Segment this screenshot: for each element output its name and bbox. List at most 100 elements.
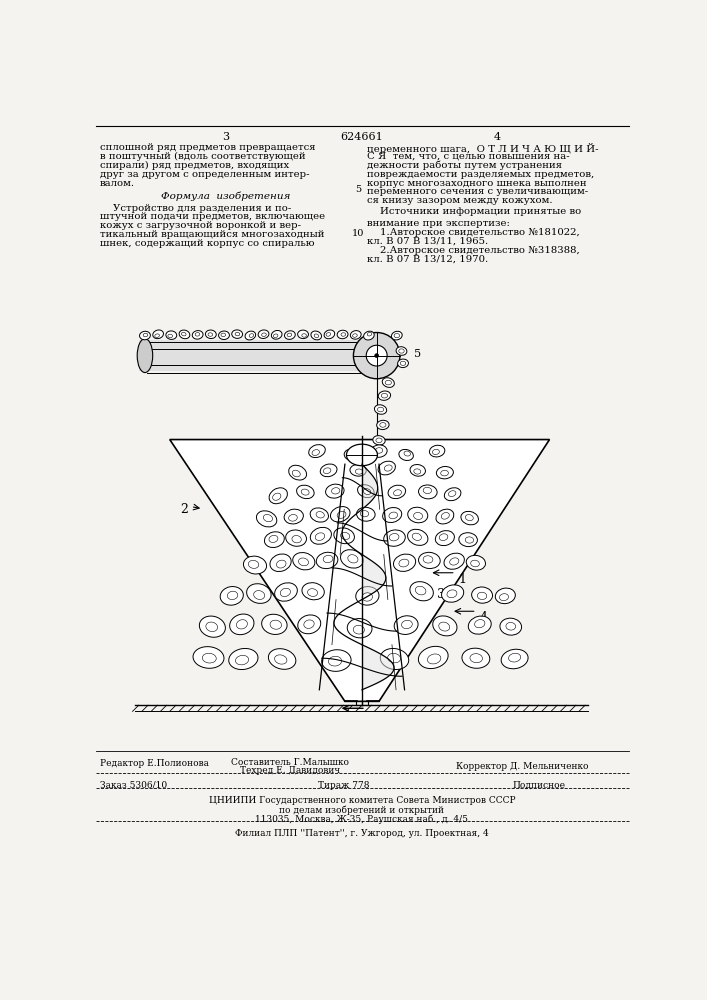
Ellipse shape [439, 622, 450, 631]
Ellipse shape [312, 450, 320, 455]
Ellipse shape [332, 488, 340, 494]
Ellipse shape [353, 334, 357, 337]
Ellipse shape [378, 407, 384, 412]
Ellipse shape [263, 514, 272, 522]
Text: в поштучный (вдоль соответствующей: в поштучный (вдоль соответствующей [100, 152, 305, 161]
Ellipse shape [380, 423, 386, 427]
Text: 5: 5 [414, 349, 421, 359]
Ellipse shape [428, 654, 441, 664]
Text: друг за другом с определенным интер-: друг за другом с определенным интер- [100, 170, 310, 179]
Text: тикальный вращающийся многозаходный: тикальный вращающийся многозаходный [100, 230, 325, 239]
Ellipse shape [414, 512, 423, 519]
Ellipse shape [415, 586, 426, 595]
Text: повреждаемости разделяемых предметов,: повреждаемости разделяемых предметов, [368, 170, 595, 179]
Ellipse shape [385, 380, 392, 385]
Ellipse shape [245, 331, 256, 340]
Ellipse shape [414, 469, 421, 474]
Ellipse shape [461, 511, 479, 525]
Ellipse shape [389, 512, 397, 519]
Ellipse shape [423, 487, 431, 494]
Ellipse shape [368, 332, 372, 336]
Ellipse shape [230, 614, 254, 635]
Ellipse shape [387, 653, 400, 663]
Ellipse shape [407, 529, 428, 545]
Ellipse shape [155, 334, 159, 337]
Ellipse shape [462, 648, 490, 668]
Ellipse shape [337, 330, 348, 339]
Ellipse shape [423, 556, 433, 563]
Ellipse shape [315, 533, 325, 540]
Ellipse shape [402, 620, 412, 629]
Ellipse shape [361, 511, 368, 517]
Circle shape [354, 333, 400, 379]
Ellipse shape [168, 334, 173, 338]
Text: 624661: 624661 [341, 132, 383, 142]
Ellipse shape [399, 449, 414, 460]
Ellipse shape [314, 334, 319, 338]
Text: 10: 10 [352, 229, 364, 238]
Ellipse shape [308, 589, 317, 596]
Ellipse shape [501, 649, 528, 669]
Ellipse shape [500, 618, 522, 635]
Ellipse shape [192, 331, 203, 339]
Polygon shape [362, 645, 394, 690]
Ellipse shape [354, 625, 364, 634]
Text: по делам изобретений и открытий: по делам изобретений и открытий [279, 805, 445, 815]
Text: 113035, Москва, Ж-35, Раушская наб., д. 4/5: 113035, Москва, Ж-35, Раушская наб., д. … [255, 815, 469, 824]
Ellipse shape [448, 491, 456, 497]
Ellipse shape [470, 654, 482, 663]
Text: Филиал ПЛП ''Патент'', г. Ужгород, ул. Проектная, 4: Филиал ПЛП ''Патент'', г. Ужгород, ул. П… [235, 829, 489, 838]
Ellipse shape [396, 347, 407, 355]
Ellipse shape [202, 653, 216, 663]
Text: корпус многозаходного шнека выполнен: корпус многозаходного шнека выполнен [368, 179, 587, 188]
Ellipse shape [297, 485, 314, 499]
Ellipse shape [341, 333, 346, 336]
Text: 2.Авторское свидетельство №318388,: 2.Авторское свидетельство №318388, [368, 246, 580, 255]
Ellipse shape [419, 646, 448, 669]
Text: Составитель Г.Малышко: Составитель Г.Малышко [231, 758, 349, 767]
Ellipse shape [292, 536, 301, 543]
Ellipse shape [269, 649, 296, 669]
Ellipse shape [235, 655, 249, 665]
Ellipse shape [408, 507, 428, 523]
Ellipse shape [375, 405, 387, 414]
Ellipse shape [269, 488, 288, 504]
Ellipse shape [351, 331, 361, 339]
Text: Заказ 5306/10: Заказ 5306/10 [100, 781, 167, 790]
Ellipse shape [270, 554, 291, 572]
Ellipse shape [221, 333, 226, 337]
Ellipse shape [243, 556, 267, 574]
Ellipse shape [264, 532, 284, 548]
Ellipse shape [378, 391, 390, 400]
Ellipse shape [320, 464, 337, 477]
Text: С Я  тем, что, с целью повышения на-: С Я тем, что, с целью повышения на- [368, 152, 570, 161]
Ellipse shape [400, 361, 406, 365]
Polygon shape [362, 464, 378, 509]
Ellipse shape [310, 527, 332, 544]
Ellipse shape [466, 555, 486, 570]
Text: кожух с загрузочной воронкой и вер-: кожух с загрузочной воронкой и вер- [100, 221, 301, 230]
Ellipse shape [385, 465, 392, 471]
Ellipse shape [465, 537, 474, 543]
Ellipse shape [433, 616, 457, 636]
Ellipse shape [166, 331, 177, 339]
Ellipse shape [349, 452, 356, 457]
Ellipse shape [316, 552, 338, 569]
Ellipse shape [235, 332, 240, 336]
Ellipse shape [429, 445, 445, 457]
Ellipse shape [269, 535, 278, 542]
Ellipse shape [436, 531, 455, 546]
Ellipse shape [326, 484, 344, 498]
Polygon shape [139, 340, 363, 371]
Ellipse shape [287, 333, 292, 337]
Ellipse shape [384, 530, 405, 546]
Ellipse shape [323, 468, 331, 474]
Ellipse shape [323, 555, 333, 563]
Ellipse shape [144, 333, 148, 337]
Ellipse shape [499, 594, 508, 601]
Ellipse shape [440, 470, 448, 476]
Text: Редактор Е.Полионова: Редактор Е.Полионова [100, 759, 209, 768]
Ellipse shape [220, 587, 243, 605]
Ellipse shape [330, 507, 350, 522]
Ellipse shape [206, 330, 216, 339]
